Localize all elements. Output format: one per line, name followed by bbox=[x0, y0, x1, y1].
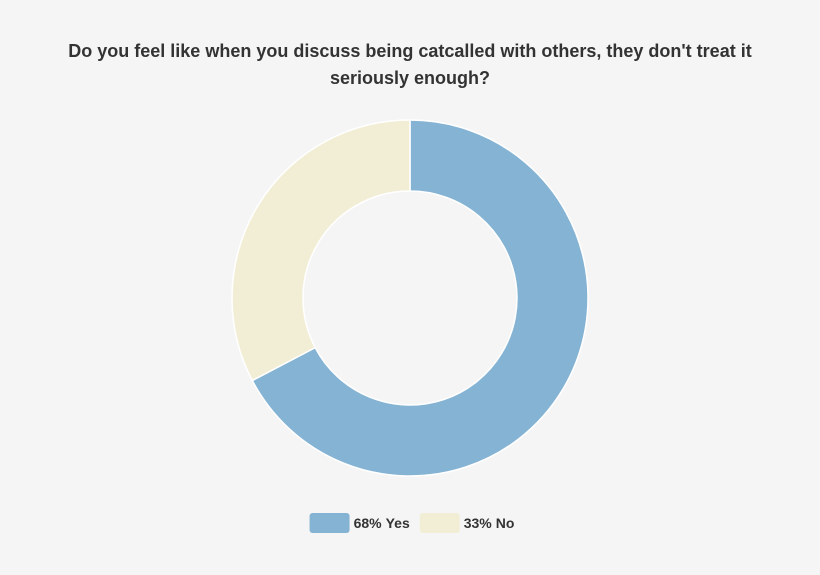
donut-slice bbox=[231, 119, 411, 382]
legend: 68% Yes 33% No bbox=[309, 513, 515, 533]
legend-value: 33% bbox=[464, 515, 493, 531]
legend-value: 68% bbox=[354, 515, 383, 531]
legend-label: 33% No bbox=[464, 515, 515, 531]
legend-category: Yes bbox=[386, 515, 410, 531]
legend-swatch bbox=[419, 513, 460, 533]
legend-swatch bbox=[309, 513, 350, 533]
legend-label: 68% Yes bbox=[354, 515, 410, 531]
donut-slice bbox=[251, 119, 589, 477]
chart-title: Do you feel like when you discuss being … bbox=[68, 41, 752, 88]
legend-category: No bbox=[496, 515, 515, 531]
